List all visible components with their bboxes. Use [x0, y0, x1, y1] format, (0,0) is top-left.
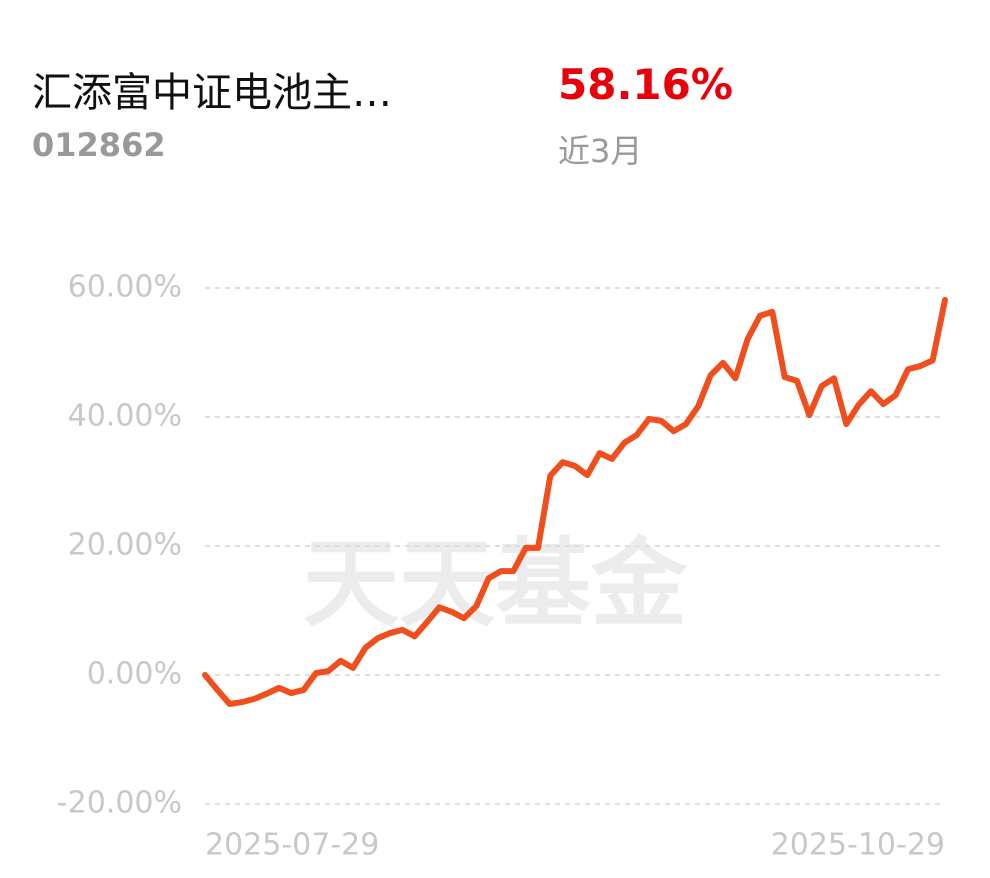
period: 近3月 — [558, 132, 643, 170]
fund-name[interactable]: 汇添富中证电池主… — [32, 70, 392, 116]
line — [202, 296, 948, 708]
return-value: 58.16% — [558, 60, 733, 109]
watermark: 天天基金 — [303, 527, 688, 640]
y-tick-label: 0.00% — [87, 657, 182, 692]
x-tick-label: 2025-07-29 — [205, 828, 379, 863]
y-tick-label: 20.00% — [68, 528, 182, 563]
y-tick-label: -20.00% — [57, 786, 182, 821]
y-tick-label: 60.00% — [68, 270, 182, 305]
y-tick-label: 40.00% — [68, 399, 182, 434]
fund-code: 012862 — [32, 126, 166, 164]
x-tick-label: 2025-10-29 — [771, 828, 945, 863]
